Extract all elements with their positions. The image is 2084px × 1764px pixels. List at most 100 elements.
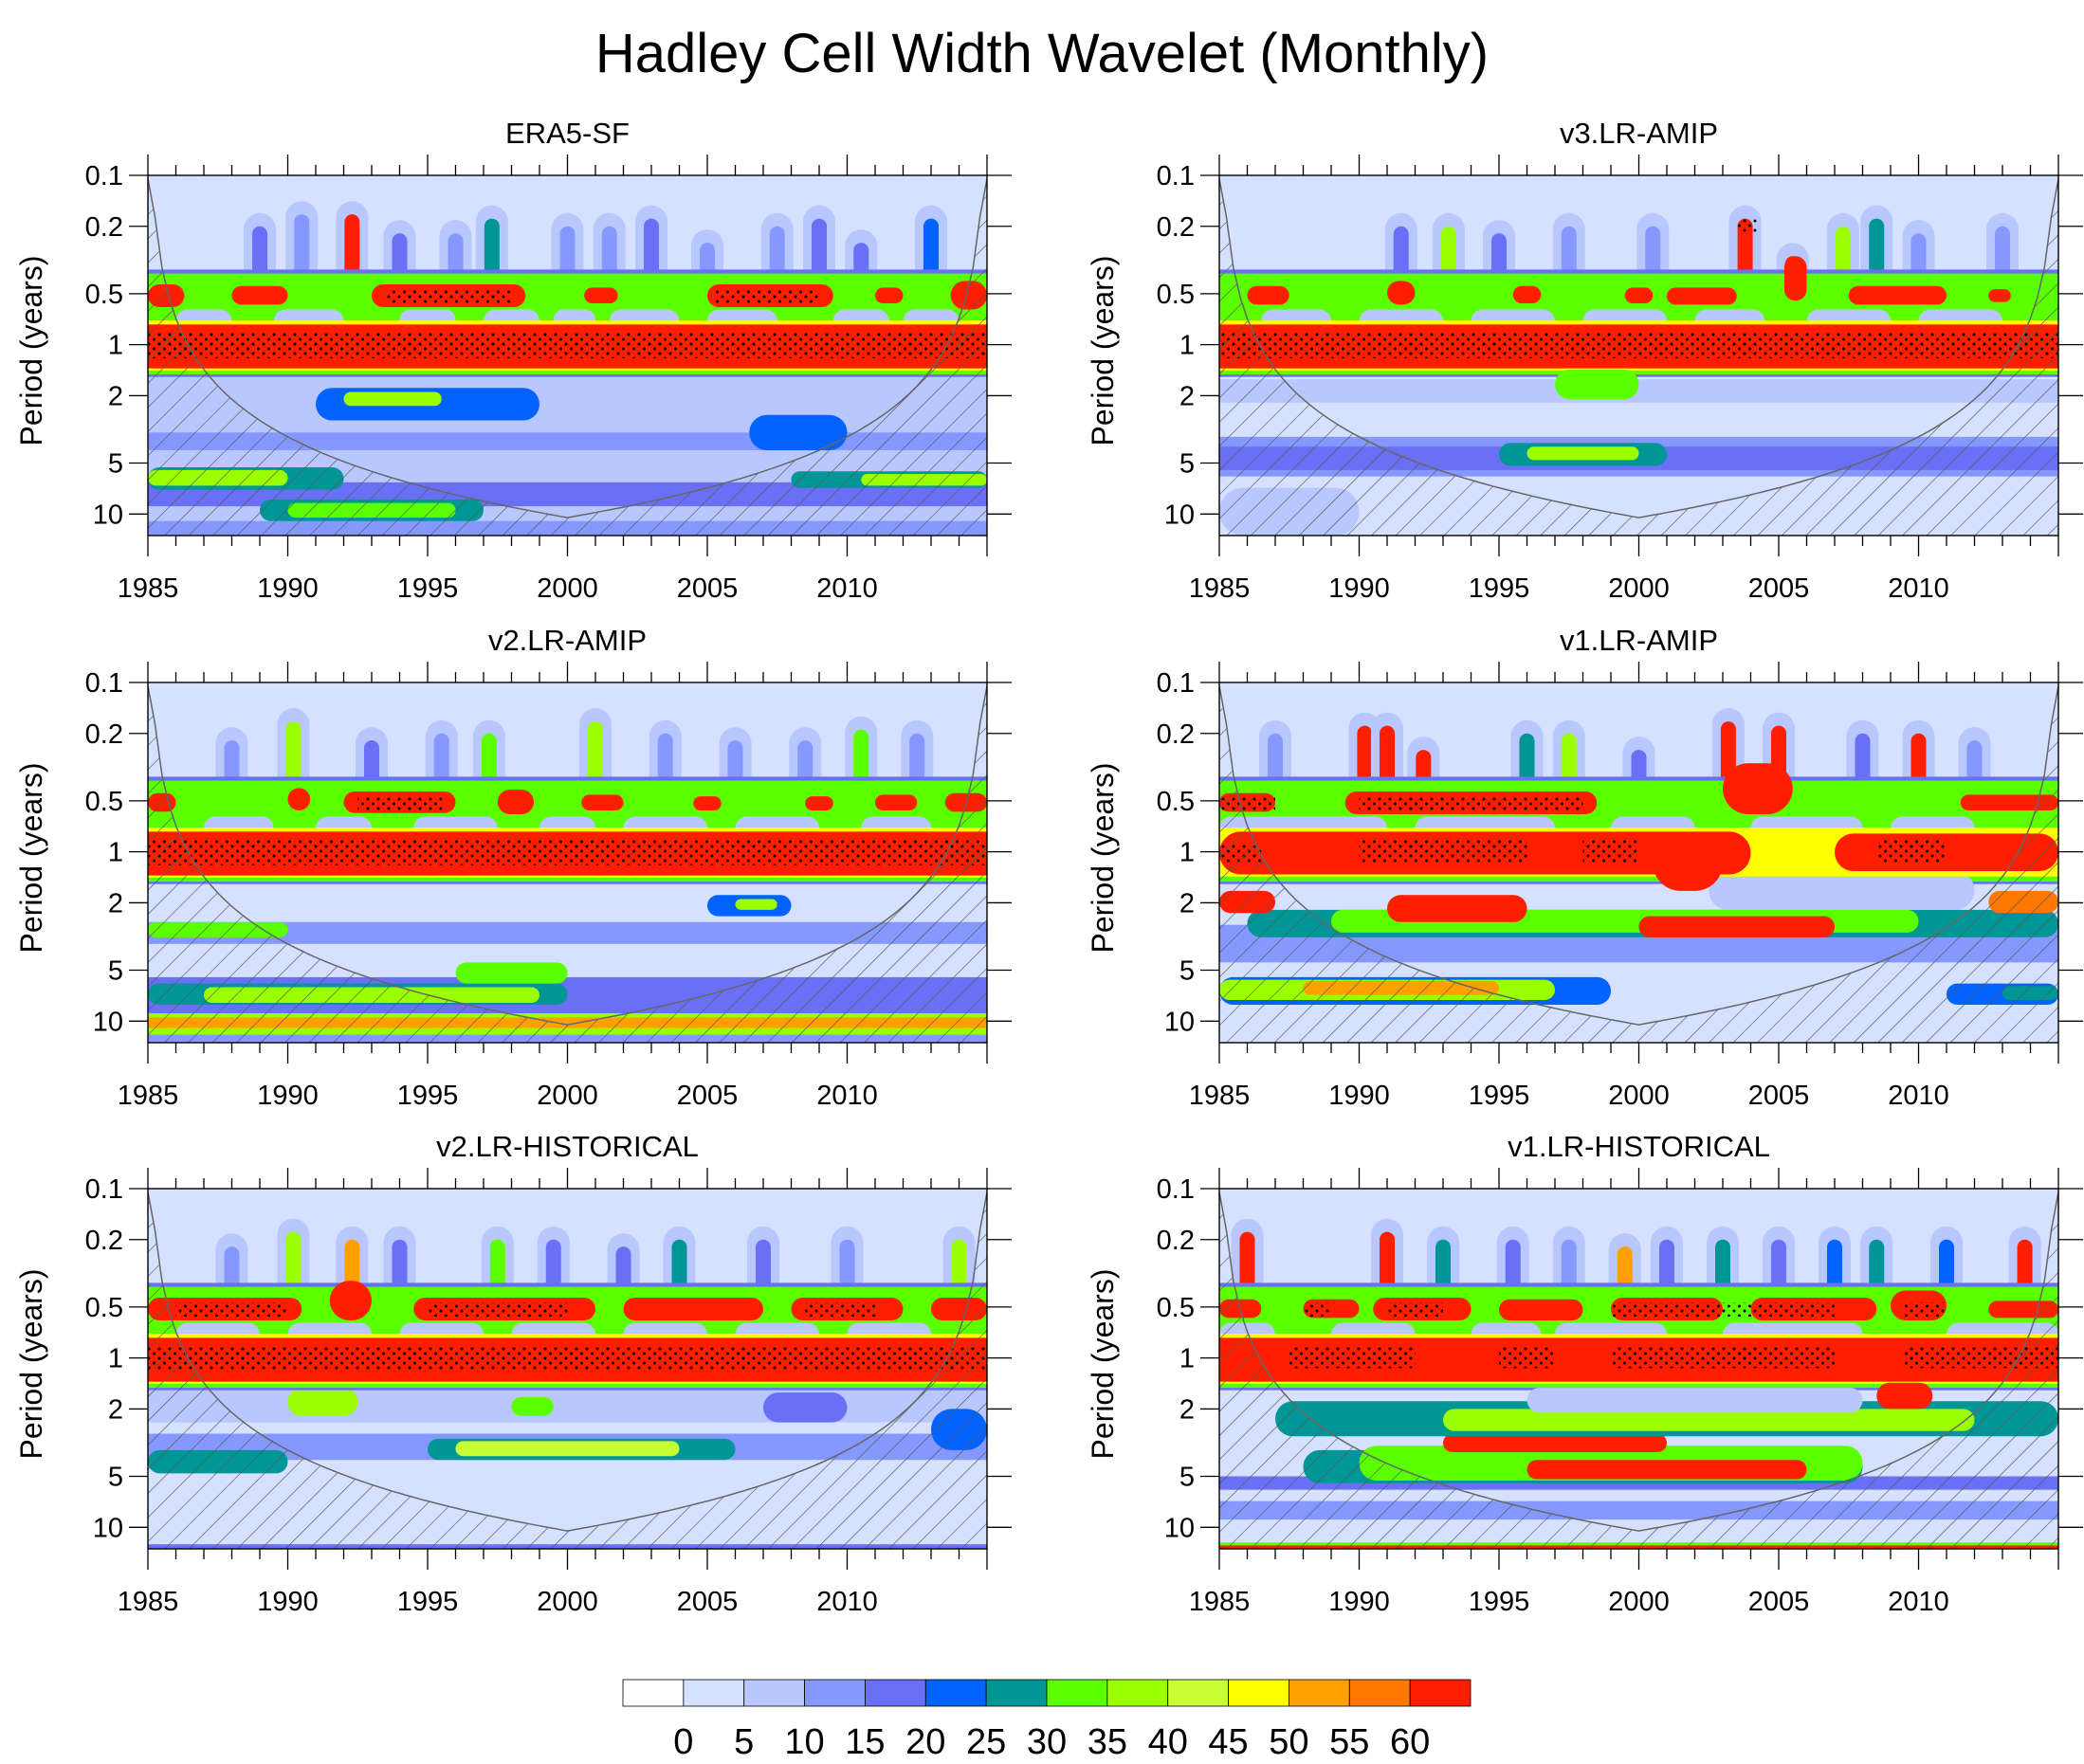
- y-tick-label: 2: [108, 1394, 123, 1425]
- power-region: [497, 790, 535, 815]
- x-tick-label: 1985: [118, 1081, 179, 1111]
- y-tick-label: 0.1: [1157, 668, 1195, 699]
- power-region: [1848, 285, 1947, 305]
- y-tick-label: 0.5: [85, 787, 123, 817]
- power-region: [287, 1388, 358, 1416]
- x-tick-label: 1990: [1328, 573, 1390, 604]
- wavelet-panel: 1985 1990 1995 2000 2005 2010 0.1 0.2 0.5 1 2 5 10 Pe…: [14, 662, 1012, 1111]
- power-region: [1667, 287, 1737, 305]
- significance-stipple: [148, 333, 987, 358]
- colorbar-label: 60: [1390, 1722, 1430, 1762]
- x-tick-label: 1990: [1328, 1081, 1390, 1111]
- power-region: [584, 287, 618, 304]
- y-tick-label: 10: [1164, 1007, 1195, 1037]
- colorbar-label: 5: [734, 1722, 754, 1762]
- significance-stipple: [148, 840, 987, 865]
- y-tick-label: 1: [108, 1344, 123, 1374]
- significance-stipple: [1611, 1346, 1835, 1369]
- x-tick-label: 2005: [677, 1587, 739, 1617]
- significance-stipple: [1876, 840, 1947, 863]
- power-region: [623, 1297, 763, 1321]
- power-region: [1638, 916, 1835, 937]
- x-tick-label: 1990: [257, 573, 319, 604]
- wavelet-panel: 1985 1990 1995 2000 2005 2010 0.1 0.2 0.5 1 2 5 10 Pe…: [1086, 662, 2083, 1111]
- power-region: [148, 1017, 987, 1028]
- power-region: [1526, 1388, 1863, 1413]
- colorbar-label: 50: [1269, 1722, 1308, 1762]
- y-tick-label: 2: [1179, 888, 1195, 918]
- panel-title-era5-sf: ERA5-SF: [505, 117, 630, 150]
- colorbar-swatch: [804, 1679, 866, 1707]
- y-tick-label: 1: [1179, 838, 1195, 868]
- significance-stipple: [357, 796, 442, 811]
- power-region: [1526, 1460, 1807, 1480]
- y-tick-label: 10: [1164, 1513, 1195, 1543]
- colorbar-swatch: [743, 1679, 805, 1707]
- colorbar-swatch: [622, 1679, 685, 1707]
- power-region: [749, 414, 848, 450]
- colorbar-label: 55: [1329, 1722, 1369, 1762]
- power-field: [1219, 1189, 2058, 1549]
- cone-of-influence-line: [148, 1191, 987, 1532]
- x-tick-label: 2005: [1748, 573, 1810, 604]
- power-field: [1219, 175, 2058, 536]
- y-tick-label: 0.2: [1157, 719, 1195, 750]
- y-tick-label: 0.2: [1157, 212, 1195, 243]
- x-tick-label: 2000: [537, 1587, 598, 1617]
- x-tick-label: 2000: [1608, 1587, 1670, 1617]
- colorbar-swatch: [1046, 1679, 1108, 1707]
- x-tick-label: 2010: [816, 573, 878, 604]
- power-region: [1387, 281, 1416, 305]
- colorbar-swatch: [865, 1679, 926, 1707]
- x-tick-label: 2000: [1608, 573, 1670, 604]
- x-tick-label: 2010: [816, 1081, 878, 1111]
- colorbar-label: 10: [784, 1722, 824, 1762]
- x-tick-label: 1985: [1189, 1081, 1251, 1111]
- power-region: [329, 1281, 372, 1321]
- power-region: [1723, 763, 1793, 815]
- y-tick-label: 1: [108, 838, 123, 868]
- power-region: [581, 794, 624, 811]
- x-tick-label: 2010: [816, 1587, 878, 1617]
- power-field: [1219, 682, 2058, 1043]
- significance-stipple: [175, 1302, 288, 1318]
- colorbar-label: 30: [1027, 1722, 1067, 1762]
- x-tick-label: 1990: [1328, 1587, 1390, 1617]
- colorbar-label: 25: [966, 1722, 1006, 1762]
- significance-stipple: [428, 1302, 568, 1318]
- colorbar-swatch: [1167, 1679, 1229, 1707]
- x-tick-label: 1995: [397, 573, 459, 604]
- y-tick-label: 5: [108, 956, 123, 987]
- cone-of-influence-hatch: [1219, 685, 2058, 1043]
- y-tick-label: 0.1: [85, 1174, 123, 1205]
- panel-title-v2-lr-amip: v2.LR-AMIP: [487, 624, 648, 657]
- y-axis-label: Period (years): [14, 1269, 48, 1460]
- colorbar-swatch: [1289, 1679, 1350, 1707]
- significance-stipple: [148, 1346, 987, 1372]
- panel-title-v1-lr-historical: v1.LR-HISTORICAL: [1508, 1130, 1770, 1163]
- y-tick-label: 0.2: [85, 719, 123, 750]
- y-tick-label: 0.1: [85, 161, 123, 191]
- significance-stipple: [1359, 796, 1583, 811]
- y-tick-label: 0.1: [1157, 161, 1195, 191]
- y-tick-label: 1: [108, 331, 123, 361]
- x-tick-label: 1995: [397, 1587, 459, 1617]
- y-tick-label: 0.2: [1157, 1226, 1195, 1256]
- y-tick-label: 0.5: [1157, 1293, 1195, 1323]
- power-region: [735, 899, 777, 910]
- cone-of-influence-line: [148, 178, 987, 518]
- x-tick-label: 1995: [1469, 573, 1530, 604]
- significance-stipple: [1219, 333, 2058, 358]
- power-region: [1988, 289, 2011, 302]
- y-tick-label: 10: [93, 1007, 123, 1037]
- x-tick-label: 2005: [677, 573, 739, 604]
- cone-of-influence-hatch: [1219, 178, 2058, 536]
- significance-stipple: [1359, 840, 1527, 863]
- power-region: [875, 287, 904, 304]
- colorbar-label: 0: [673, 1722, 693, 1762]
- significance-stipple: [715, 289, 819, 304]
- colorbar-swatch: [683, 1679, 745, 1707]
- power-region: [1443, 1433, 1667, 1453]
- cone-of-influence-line: [1219, 685, 2058, 1026]
- colorbar-swatch: [1348, 1679, 1411, 1707]
